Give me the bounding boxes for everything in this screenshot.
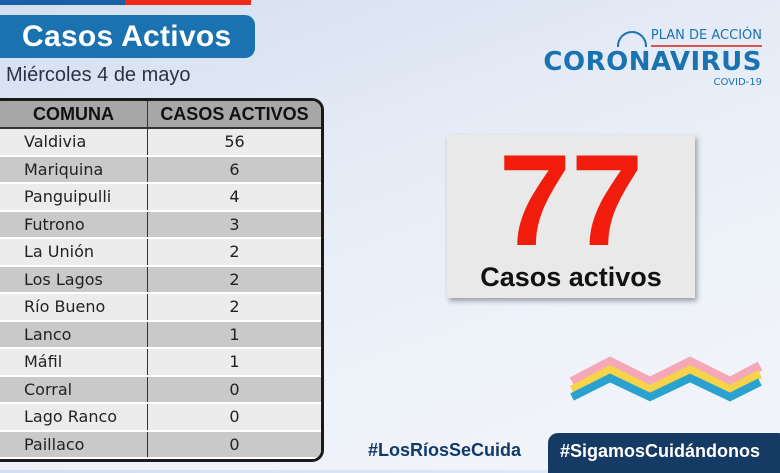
comuna-cell: Corral <box>0 376 148 402</box>
flag-red-stripe <box>125 0 251 5</box>
hashtag-losrios: #LosRíosSeCuida <box>368 440 522 460</box>
table-row: Futrono 3 <box>0 211 321 239</box>
comuna-cell: Máfil <box>0 349 148 375</box>
table-row: Corral 0 <box>0 376 321 404</box>
logo-plan: PLAN DE ACCIÓN <box>650 28 762 47</box>
table-row: Lago Ranco 0 <box>0 404 321 432</box>
header-comuna: COMUNA <box>0 101 148 127</box>
wave-graphic <box>570 356 763 402</box>
virus-icon <box>616 31 647 47</box>
comuna-cell: Valdivia <box>0 129 148 155</box>
casos-cell: 2 <box>229 297 240 316</box>
table-row: Río Bueno 2 <box>0 294 321 322</box>
header-casos: CASOS ACTIVOS <box>160 104 309 124</box>
casos-cell: 2 <box>229 269 240 289</box>
comuna-cell: Lanco <box>0 321 148 347</box>
table-row: La Unión 2 <box>0 239 321 267</box>
casos-cell: 0 <box>229 379 240 399</box>
comuna-cell: Paillaco <box>0 431 148 457</box>
table-row: Valdivia 56 <box>0 129 321 157</box>
table-header: COMUNA CASOS ACTIVOS <box>0 101 321 129</box>
comuna-cell: Futrono <box>0 211 148 237</box>
table-row: Paillaco 0 <box>0 431 321 459</box>
casos-cell: 4 <box>229 187 240 206</box>
casos-cell: 1 <box>229 324 240 344</box>
total-value: 77 <box>498 135 644 273</box>
coronavirus-logo: PLAN DE ACCIÓN CORONAVIRUS COVID-19 <box>543 24 762 89</box>
table-row: Panguipulli 4 <box>0 184 321 212</box>
cases-table: COMUNA CASOS ACTIVOS Valdivia 56 Mariquina… <box>0 98 324 462</box>
table-row: Mariquina 6 <box>0 156 321 184</box>
comuna-cell: Panguipulli <box>0 184 148 210</box>
comuna-cell: Los Lagos <box>0 266 148 292</box>
flag-blue-stripe <box>0 0 125 5</box>
table-row: Máfil 1 <box>0 349 321 377</box>
table-row: Los Lagos 2 <box>0 266 321 294</box>
casos-cell: 0 <box>229 407 240 426</box>
logo-sub: COVID-19 <box>713 77 762 88</box>
date-label: Miércoles 4 de mayo <box>6 64 191 86</box>
casos-cell: 56 <box>224 132 245 151</box>
comuna-cell: Mariquina <box>0 156 148 182</box>
total-label: Casos activos <box>480 262 662 292</box>
casos-cell: 0 <box>229 434 240 454</box>
comuna-cell: Río Bueno <box>0 294 148 320</box>
page-title: Casos Activos <box>0 15 255 58</box>
hashtag-sigamos: #SigamosCuidándonos <box>548 433 780 473</box>
casos-cell: 1 <box>229 352 240 371</box>
table-row: Lanco 1 <box>0 321 321 349</box>
comuna-cell: La Unión <box>0 239 148 265</box>
casos-cell: 3 <box>229 214 240 234</box>
total-card: 77 Casos activos <box>447 135 695 298</box>
casos-cell: 2 <box>229 242 240 261</box>
comuna-cell: Lago Ranco <box>0 404 148 430</box>
logo-name: CORONAVIRUS <box>543 47 762 77</box>
casos-cell: 6 <box>229 159 240 179</box>
